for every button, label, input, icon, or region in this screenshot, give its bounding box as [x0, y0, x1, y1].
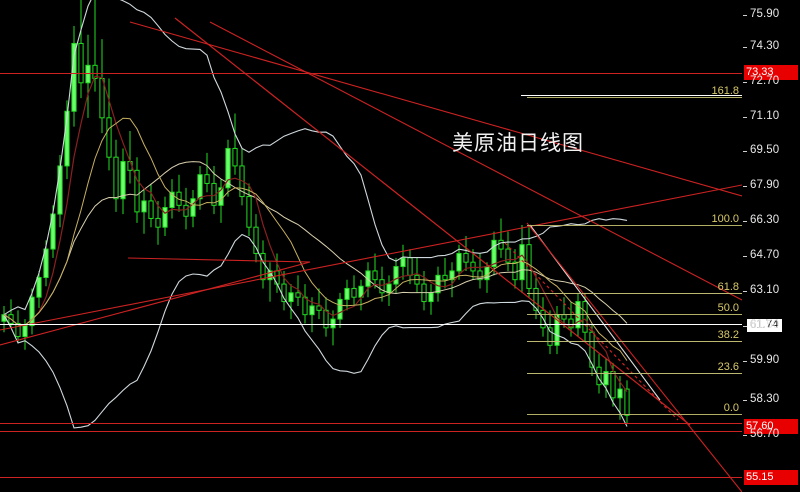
axis-label: 56.70	[750, 428, 780, 440]
axis-tick	[743, 82, 747, 83]
fib-line-100.0	[527, 225, 742, 226]
lower-target-tag: 55.15	[744, 470, 798, 485]
axis-label: 63.10	[750, 284, 780, 296]
fib-label-38.2: 38.2	[717, 329, 739, 341]
axis-tick	[743, 15, 747, 16]
price-axis[interactable]	[742, 0, 800, 492]
fib-line-23.6	[527, 373, 742, 374]
axis-tick	[743, 151, 747, 152]
axis-label: 64.70	[750, 249, 780, 261]
fib-label-61.8: 61.8	[717, 281, 739, 293]
fib-label-100.0: 100.0	[711, 213, 739, 225]
fib-label-23.6: 23.6	[717, 361, 739, 373]
axis-tick	[743, 400, 747, 401]
fib-label-161.8: 161.8	[711, 85, 739, 97]
axis-label: 72.70	[750, 75, 780, 87]
price-series-svg	[0, 0, 742, 492]
fib-line-38.2	[527, 341, 742, 342]
axis-label: 61.50	[750, 319, 780, 331]
support-line-white-mid	[0, 324, 742, 325]
axis-label: 69.50	[750, 144, 780, 156]
support-line-red-bottom	[0, 431, 742, 432]
fib-line-61.8	[527, 293, 742, 294]
axis-tick	[743, 117, 747, 118]
axis-label: 66.30	[750, 214, 780, 226]
axis-label: 74.30	[750, 40, 780, 52]
current-price-tag: 61.74	[747, 319, 782, 332]
axis-tick	[743, 47, 747, 48]
axis-label: 58.30	[750, 393, 780, 405]
last-price-tag: 57.60	[744, 419, 798, 434]
upper-resistance-tag: 73.33	[744, 65, 798, 80]
axis-tick	[743, 291, 747, 292]
chart-title: 美原油日线图	[452, 131, 584, 155]
target-line-red-base	[0, 477, 742, 478]
white-segment-upper	[521, 95, 742, 96]
axis-label: 59.90	[750, 354, 780, 366]
resistance-line-red-top	[0, 73, 742, 74]
fib-line-0.0	[527, 414, 742, 415]
support-line-red-lower	[0, 423, 742, 424]
axis-tick	[743, 186, 747, 187]
axis-label: 75.90	[750, 8, 780, 20]
fib-line-50.0	[527, 314, 742, 315]
plot-area[interactable]: 161.8 100.0 61.8 50.0 38.2 23.6 0.0 美原油日线图	[0, 0, 742, 492]
axis-tick	[743, 256, 747, 257]
axis-label: 71.10	[750, 110, 780, 122]
axis-label: 67.90	[750, 179, 780, 191]
axis-tick	[743, 361, 747, 362]
fib-label-50.0: 50.0	[717, 302, 739, 314]
axis-tick	[743, 221, 747, 222]
axis-tick	[743, 326, 747, 327]
axis-tick	[743, 435, 747, 436]
fib-line-161.8	[527, 97, 742, 98]
fib-label-0.0: 0.0	[723, 402, 739, 414]
